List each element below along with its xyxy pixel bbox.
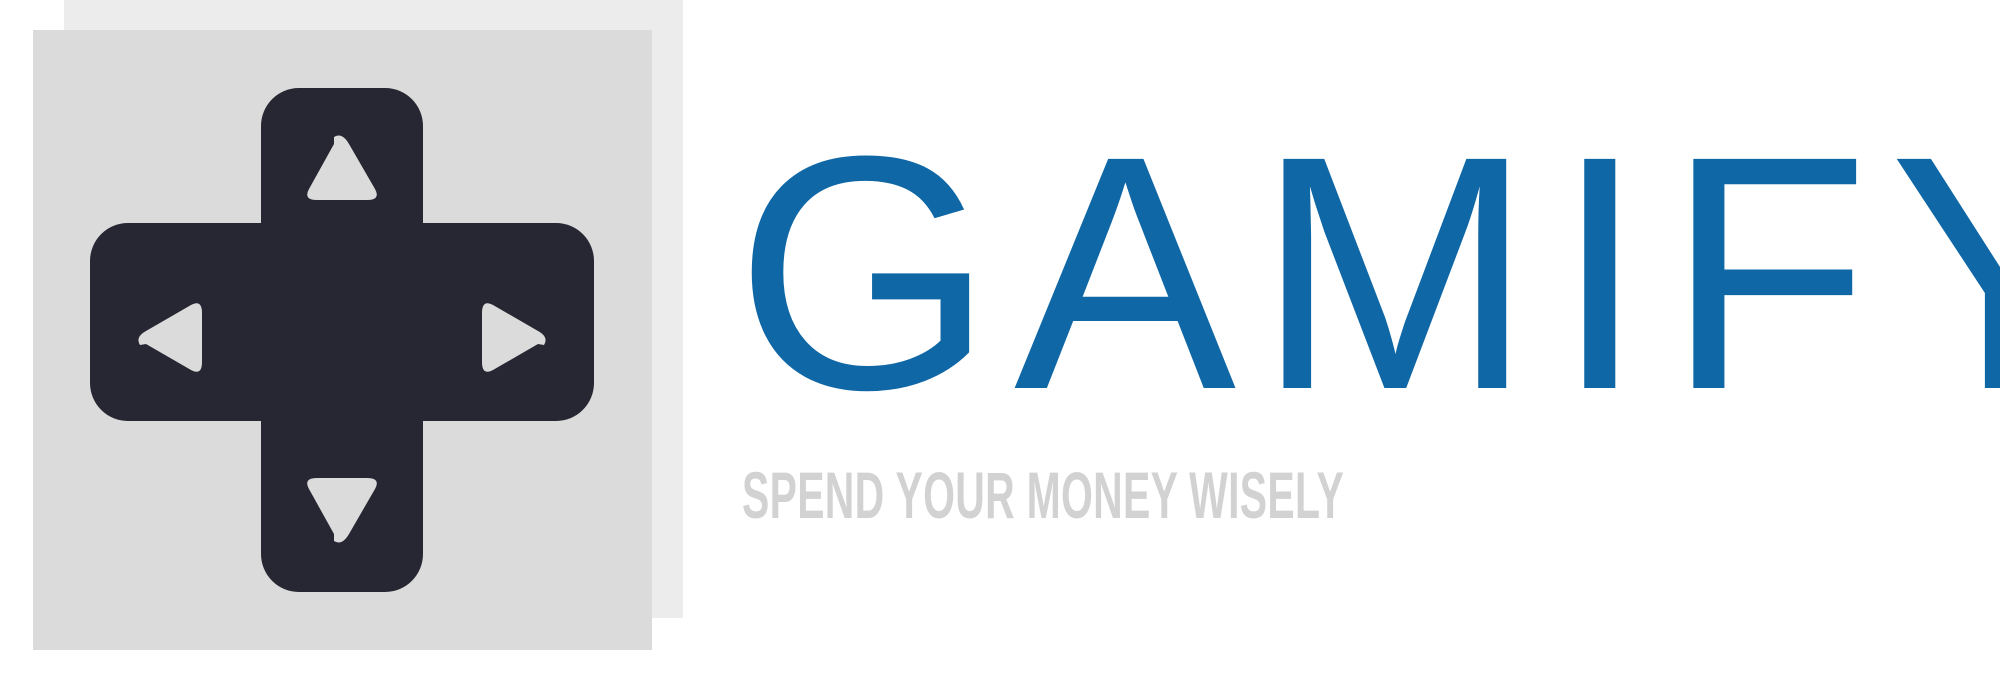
dpad-down-arrow-icon <box>307 478 377 543</box>
brand-tagline: SPEND YOUR MONEY WISELY <box>742 458 1345 532</box>
brand-name: GAMIFY <box>735 87 2000 459</box>
dpad-left-arrow-icon <box>138 303 202 372</box>
dpad-up-arrow-icon <box>307 135 377 200</box>
dpad-right-arrow-icon <box>482 303 546 372</box>
dpad-horizontal-arm <box>90 223 594 421</box>
